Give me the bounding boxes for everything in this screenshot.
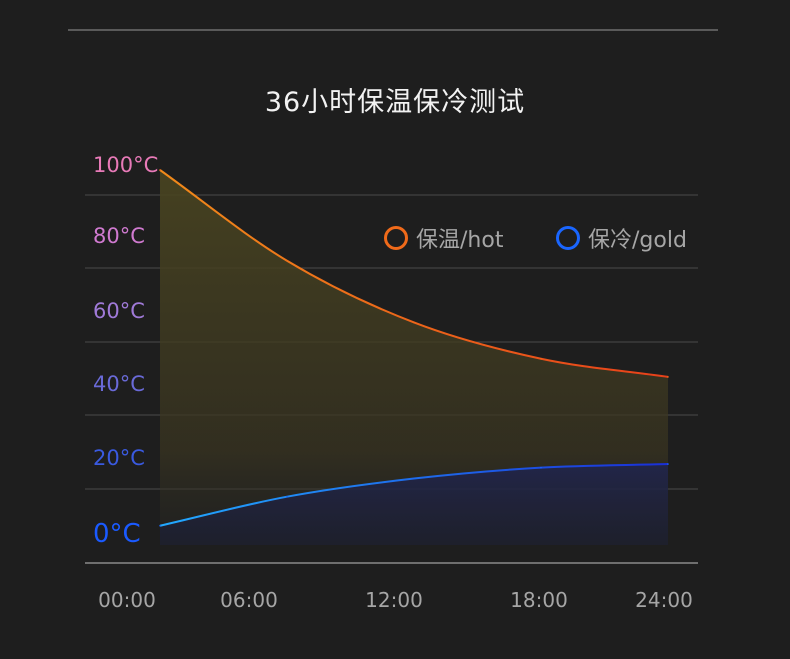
x-tick-label-0: 00:00	[98, 588, 156, 612]
series-cold-point-4	[667, 463, 669, 465]
legend-cold: 保冷/gold	[556, 222, 687, 254]
y-tick-label-2: 60°C	[93, 299, 145, 323]
series-cold-point-3	[540, 466, 542, 469]
series-cold-point-0	[159, 524, 161, 527]
x-tick-label-3: 18:00	[510, 588, 568, 612]
series-hot-point-0	[159, 169, 161, 171]
series-cold-point-2	[413, 477, 415, 480]
series-hot-point-3	[540, 357, 542, 360]
y-tick-label-0: 100°C	[93, 153, 158, 177]
top-divider	[68, 29, 718, 31]
series-hot-point-1	[286, 259, 288, 262]
x-tick-label-1: 06:00	[220, 588, 278, 612]
series-cold-point-1	[286, 495, 288, 498]
series-hot-area	[160, 170, 668, 545]
y-tick-label-5: 0°C	[93, 519, 141, 549]
x-tick-label-2: 12:00	[365, 588, 423, 612]
chart-title: 36小时保温保冷测试	[264, 87, 526, 118]
x-tick-label-4: 24:00	[635, 588, 693, 612]
legend-hot: 保温/hot	[384, 222, 503, 254]
y-tick-label-4: 20°C	[93, 446, 145, 470]
y-tick-label-1: 80°C	[93, 224, 145, 248]
series-cold-area	[160, 464, 668, 545]
series-hot-point-2	[413, 321, 415, 324]
legend-cold-label: 保冷/gold	[588, 228, 687, 253]
legend-cold-ring-icon	[556, 226, 580, 250]
legend-hot-label: 保温/hot	[416, 228, 504, 253]
y-tick-label-3: 40°C	[93, 372, 145, 396]
legend-hot-ring-icon	[384, 226, 408, 250]
series-hot-point-4	[667, 376, 669, 378]
